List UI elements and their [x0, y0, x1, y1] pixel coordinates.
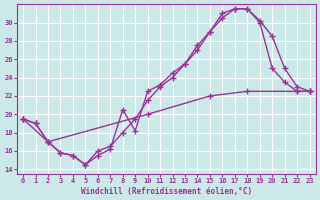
X-axis label: Windchill (Refroidissement éolien,°C): Windchill (Refroidissement éolien,°C): [81, 187, 252, 196]
